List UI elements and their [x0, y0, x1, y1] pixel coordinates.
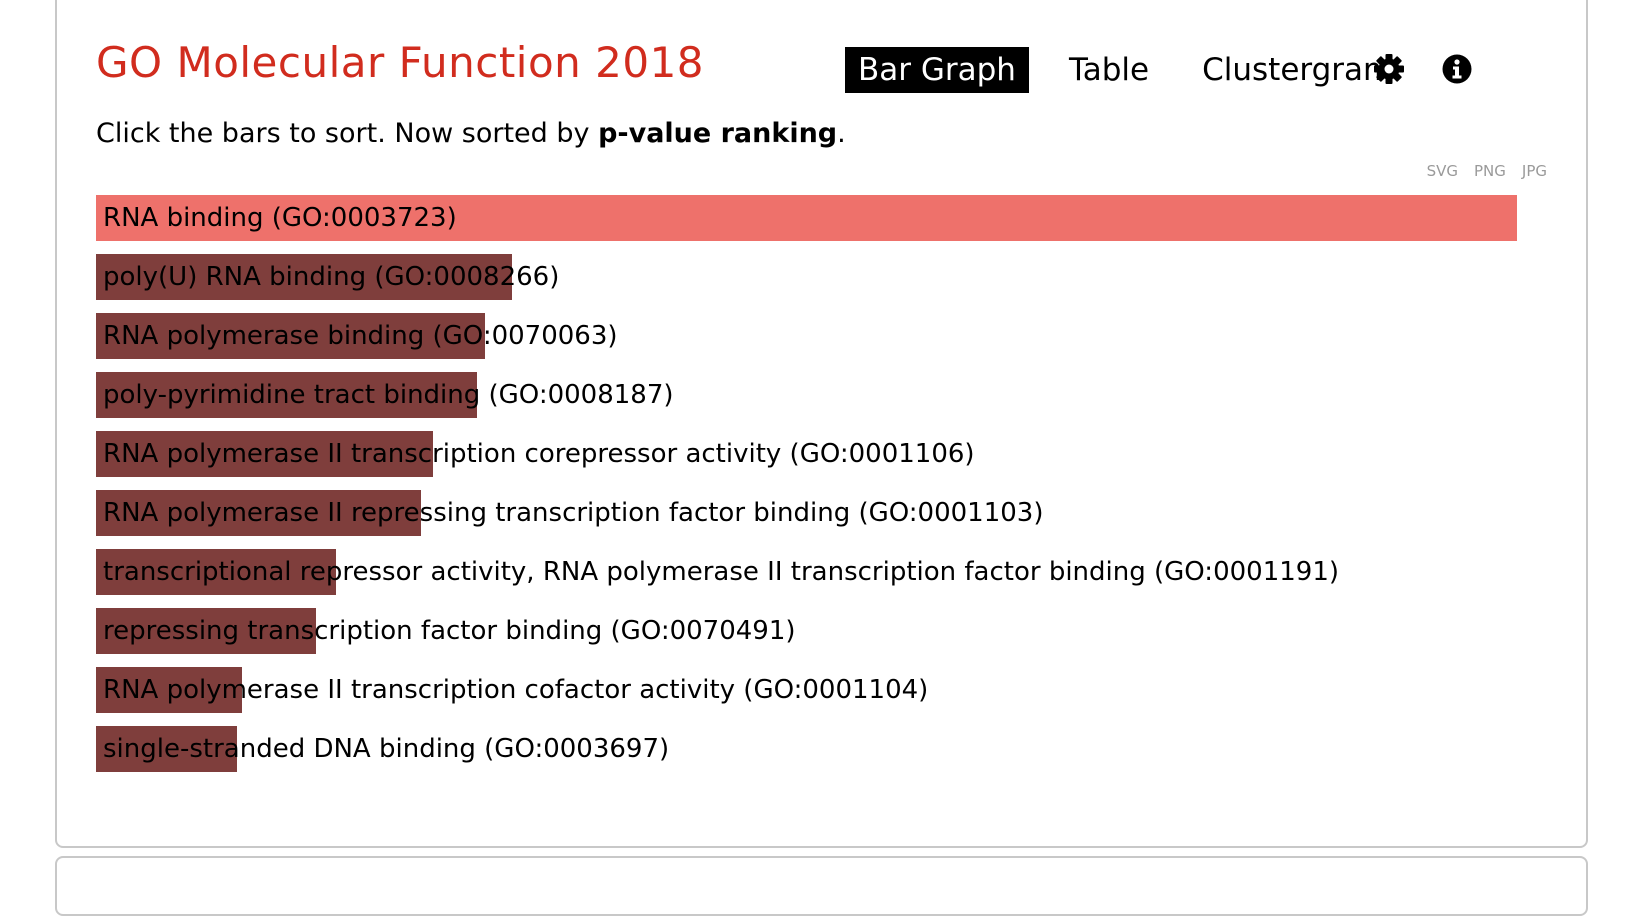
sort-instructions: Click the bars to sort. Now sorted by p-… — [96, 118, 846, 149]
bar[interactable] — [96, 726, 237, 772]
next-results-panel — [55, 856, 1588, 916]
export-jpg-link[interactable]: JPG — [1521, 162, 1547, 180]
library-title: GO Molecular Function 2018 — [96, 38, 705, 87]
sort-instructions-suffix: . — [837, 118, 846, 149]
gear-icon[interactable] — [1373, 53, 1405, 85]
export-svg-link[interactable]: SVG — [1426, 162, 1459, 180]
bar[interactable] — [96, 667, 242, 713]
sort-mode-label: p-value ranking — [598, 118, 838, 149]
bar[interactable] — [96, 313, 485, 359]
tab-table[interactable]: Table — [1068, 52, 1150, 88]
bar[interactable] — [96, 372, 477, 418]
bar[interactable] — [96, 549, 336, 595]
bar[interactable] — [96, 431, 433, 477]
export-links: SVG PNG JPG — [1427, 162, 1547, 180]
bar[interactable] — [96, 254, 512, 300]
bar[interactable] — [96, 490, 421, 536]
tab-bar-graph[interactable]: Bar Graph — [845, 47, 1029, 93]
bar[interactable] — [96, 195, 1517, 241]
tab-clustergram[interactable]: Clustergram — [1202, 52, 1394, 88]
sort-instructions-text: Click the bars to sort. Now sorted by — [96, 118, 599, 149]
info-circle-icon[interactable] — [1441, 53, 1473, 85]
bar[interactable] — [96, 608, 316, 654]
view-tabs: Bar Graph Table Clustergram — [845, 47, 1406, 93]
export-png-link[interactable]: PNG — [1474, 162, 1506, 180]
results-panel — [55, 0, 1588, 848]
